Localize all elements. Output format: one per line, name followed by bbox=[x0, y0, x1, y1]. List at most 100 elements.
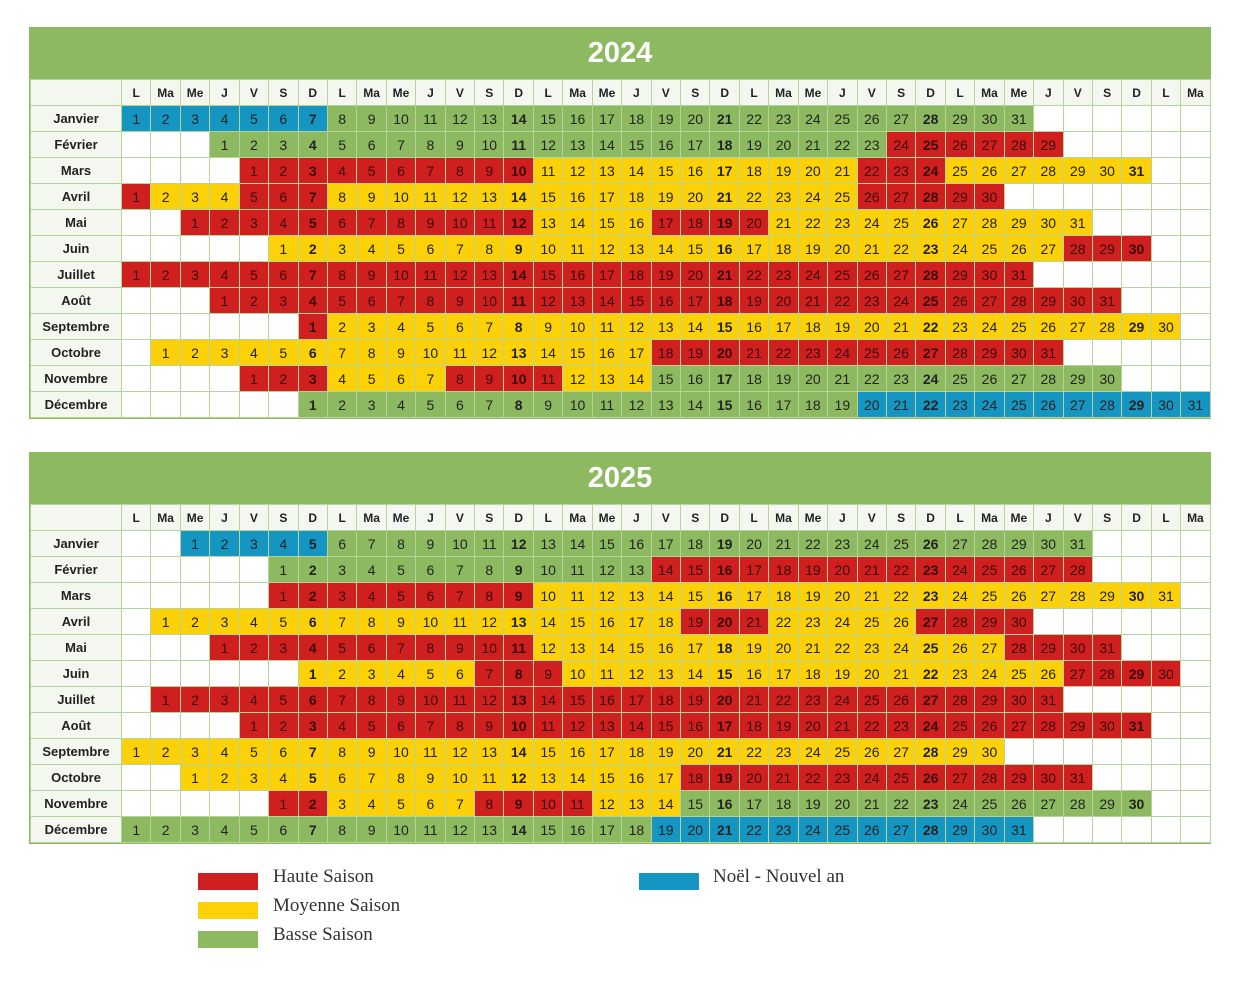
day-cell: 23 bbox=[944, 660, 976, 687]
day-cell: 27 bbox=[885, 816, 917, 843]
day-cell: 22 bbox=[738, 816, 770, 843]
day-cell: 16 bbox=[621, 764, 652, 791]
day-cell: 11 bbox=[562, 235, 593, 262]
day-cell: 7 bbox=[326, 608, 358, 635]
empty-cell bbox=[150, 391, 181, 418]
day-cell: 23 bbox=[915, 556, 946, 583]
empty-cell bbox=[150, 582, 181, 609]
day-cell: 22 bbox=[827, 634, 858, 661]
day-cell: 20 bbox=[768, 131, 799, 158]
day-cell: 5 bbox=[415, 391, 446, 418]
calendar-grid: L Ma Me J V S D L Ma Me J V S D L Ma Me J V S D L Ma Me J V S D L Ma M… bbox=[30, 79, 1211, 418]
day-cell: 25 bbox=[944, 712, 976, 739]
weekday-header: S bbox=[1091, 79, 1123, 106]
day-cell: 26 bbox=[915, 530, 946, 557]
day-cell: 26 bbox=[915, 764, 946, 791]
day-cell: 5 bbox=[415, 313, 446, 340]
empty-cell bbox=[1121, 365, 1152, 392]
day-cell: 20 bbox=[827, 556, 858, 583]
day-cell: 31 bbox=[1062, 764, 1093, 791]
empty-cell bbox=[179, 157, 211, 184]
day-cell: 30 bbox=[1003, 339, 1035, 366]
month-label: Septembre bbox=[30, 313, 122, 340]
month-label: Février bbox=[30, 131, 122, 158]
day-cell: 12 bbox=[621, 660, 652, 687]
weekday-header: V bbox=[238, 504, 270, 531]
empty-cell bbox=[179, 634, 211, 661]
day-cell: 12 bbox=[503, 209, 534, 236]
day-cell: 28 bbox=[1091, 660, 1123, 687]
day-cell: 10 bbox=[503, 157, 534, 184]
day-cell: 5 bbox=[238, 105, 270, 132]
empty-cell bbox=[1180, 105, 1211, 132]
day-cell: 25 bbox=[944, 365, 976, 392]
weekday-header: J bbox=[209, 79, 240, 106]
empty-cell bbox=[1062, 339, 1093, 366]
day-cell: 9 bbox=[356, 738, 387, 765]
day-cell: 2 bbox=[209, 530, 240, 557]
day-cell: 21 bbox=[856, 790, 887, 817]
day-cell: 19 bbox=[650, 105, 682, 132]
day-cell: 21 bbox=[709, 183, 740, 210]
weekday-header: V bbox=[650, 79, 682, 106]
empty-cell bbox=[120, 582, 152, 609]
month-label: Août bbox=[30, 287, 122, 314]
empty-cell bbox=[1121, 183, 1152, 210]
day-cell: 14 bbox=[503, 816, 534, 843]
day-cell: 28 bbox=[1062, 582, 1093, 609]
day-cell: 29 bbox=[1003, 209, 1035, 236]
day-cell: 15 bbox=[709, 313, 740, 340]
day-cell: 17 bbox=[738, 235, 770, 262]
day-cell: 6 bbox=[268, 738, 299, 765]
day-cell: 2 bbox=[326, 660, 358, 687]
day-cell: 22 bbox=[768, 339, 799, 366]
day-cell: 9 bbox=[503, 790, 534, 817]
day-cell: 2 bbox=[150, 105, 181, 132]
month-row: Mai 1 2 3 4 5 6 7 8 9 10 11 12 13 14 15 16 17 18 19 20 21 22 23… bbox=[30, 634, 1211, 661]
weekday-header: L bbox=[532, 504, 564, 531]
day-cell: 11 bbox=[415, 816, 446, 843]
day-cell: 11 bbox=[562, 556, 593, 583]
day-cell: 13 bbox=[650, 660, 682, 687]
day-cell: 15 bbox=[680, 582, 711, 609]
weekday-header: Me bbox=[385, 79, 417, 106]
day-cell: 22 bbox=[738, 105, 770, 132]
day-cell: 2 bbox=[297, 556, 328, 583]
weekday-header: V bbox=[444, 79, 476, 106]
day-cell: 19 bbox=[738, 634, 770, 661]
day-cell: 26 bbox=[856, 261, 887, 288]
month-label: Mars bbox=[30, 582, 122, 609]
weekday-header: D bbox=[915, 79, 946, 106]
day-cell: 12 bbox=[562, 712, 593, 739]
day-cell: 5 bbox=[415, 660, 446, 687]
legend-swatch-moyenne bbox=[198, 902, 258, 919]
empty-cell bbox=[1121, 287, 1152, 314]
day-cell: 29 bbox=[974, 608, 1005, 635]
day-cell: 24 bbox=[915, 712, 946, 739]
empty-cell bbox=[150, 764, 181, 791]
day-cell: 3 bbox=[238, 530, 270, 557]
empty-cell bbox=[1180, 183, 1211, 210]
day-cell: 8 bbox=[415, 131, 446, 158]
day-cell: 6 bbox=[297, 339, 328, 366]
empty-cell bbox=[179, 582, 211, 609]
day-cell: 4 bbox=[356, 235, 387, 262]
day-cell: 8 bbox=[326, 261, 358, 288]
month-row: Juillet 1 2 3 4 5 6 7 8 9 10 11 12 13 14 15 16 17 18 19 20 21… bbox=[30, 261, 1211, 288]
weekday-header: S bbox=[680, 79, 711, 106]
day-cell: 7 bbox=[444, 235, 476, 262]
day-cell: 17 bbox=[621, 608, 652, 635]
day-cell: 5 bbox=[238, 183, 270, 210]
day-cell: 14 bbox=[562, 530, 593, 557]
day-cell: 13 bbox=[474, 261, 505, 288]
day-cell: 11 bbox=[444, 608, 476, 635]
calendar-2024: 2024 L Ma Me J V S D L Ma Me J V S D L Ma Me J V S D L Ma Me J V S… bbox=[29, 27, 1211, 419]
day-cell: 11 bbox=[562, 790, 593, 817]
day-cell: 3 bbox=[179, 816, 211, 843]
day-cell: 24 bbox=[974, 391, 1005, 418]
day-cell: 28 bbox=[944, 686, 976, 713]
day-cell: 15 bbox=[680, 556, 711, 583]
empty-cell bbox=[1121, 816, 1152, 843]
weekday-header: J bbox=[1033, 504, 1064, 531]
day-cell: 5 bbox=[356, 712, 387, 739]
